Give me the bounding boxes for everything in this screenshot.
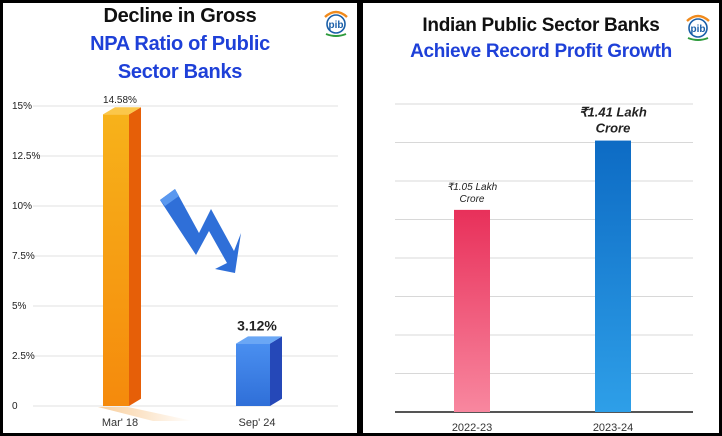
bar-sep-24-side: [270, 336, 282, 406]
y-tick-label: 10%: [12, 201, 32, 212]
x-tick-label: 2022-23: [452, 422, 492, 433]
y-tick-label: 12.5%: [12, 151, 40, 162]
down-arrow-icon: [160, 189, 241, 273]
y-tick-label: 7.5%: [12, 251, 35, 262]
x-tick-label: 2023-24: [593, 422, 633, 433]
pib-logo-icon: pib: [685, 13, 711, 45]
data-label: Crore: [596, 121, 631, 136]
y-tick-label: 15%: [12, 101, 32, 112]
bar-2023-24: [595, 140, 631, 412]
data-label: ₹1.41 Lakh: [579, 105, 647, 120]
x-tick-label: Sep' 24: [239, 417, 276, 429]
npa-chart-panel: Decline in Gross NPA Ratio of Public Sec…: [3, 3, 357, 433]
arrow-highlight: [160, 189, 179, 206]
svg-text:pib: pib: [329, 20, 344, 31]
y-tick-label: 0: [12, 401, 18, 412]
bar-mar-18-top: [103, 107, 141, 115]
chart-title-line2: Achieve Record Profit Growth: [410, 41, 672, 62]
data-label: 14.58%: [103, 95, 137, 106]
chart-title-line3: Sector Banks: [117, 61, 243, 83]
npa-bar-chart: 0 2.5% 5% 7.5% 10% 12.5% 15% 14.58% Mar' 18 3.12%…: [12, 95, 338, 429]
data-label: ₹1.05 Lakh: [447, 182, 498, 193]
svg-text:pib: pib: [691, 24, 706, 35]
chart-title-line1: Decline in Gross: [103, 5, 257, 27]
x-tick-label: Mar' 18: [102, 417, 138, 429]
bar-mar-18-side: [129, 107, 141, 406]
data-label: 3.12%: [237, 317, 277, 333]
bar-mar-18: [103, 114, 129, 407]
bar-sep-24-top: [236, 336, 282, 344]
chart-title-line1: Indian Public Sector Banks: [422, 15, 660, 36]
bar-sep-24: [236, 343, 270, 406]
data-label: Crore: [459, 194, 484, 205]
y-tick-label: 5%: [12, 301, 27, 312]
chart-title-line2: NPA Ratio of Public: [90, 33, 270, 55]
y-tick-label: 2.5%: [12, 351, 35, 362]
pib-logo-icon: pib: [323, 9, 349, 41]
profit-chart-panel: Indian Public Sector Banks Achieve Recor…: [363, 3, 719, 433]
arrow-body: [160, 189, 241, 273]
bar-shadow: [98, 407, 193, 421]
bar-2022-23: [454, 209, 490, 412]
